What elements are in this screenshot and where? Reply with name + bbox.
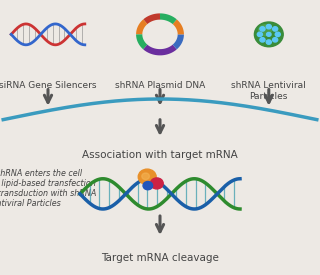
Text: Association with target mRNA: Association with target mRNA: [82, 150, 238, 160]
Circle shape: [150, 178, 163, 189]
Text: siRNA Gene Silencers: siRNA Gene Silencers: [0, 81, 97, 90]
Circle shape: [260, 38, 265, 42]
Circle shape: [266, 40, 271, 44]
Circle shape: [275, 32, 280, 37]
Circle shape: [267, 32, 271, 36]
Circle shape: [273, 27, 278, 31]
Circle shape: [142, 173, 149, 180]
Circle shape: [259, 25, 271, 36]
Circle shape: [266, 24, 271, 29]
Text: shRNA Plasmid DNA: shRNA Plasmid DNA: [115, 81, 205, 90]
Text: si/shRNA enters the cell
via lipid-based transfection
or transduction with shRNA: si/shRNA enters the cell via lipid-based…: [0, 168, 96, 208]
Circle shape: [138, 169, 156, 185]
Circle shape: [143, 182, 153, 190]
Circle shape: [260, 27, 265, 31]
Circle shape: [257, 32, 262, 37]
Circle shape: [254, 22, 283, 47]
Circle shape: [273, 38, 278, 42]
Text: Target mRNA cleavage: Target mRNA cleavage: [101, 253, 219, 263]
Text: shRNA Lentiviral
Particles: shRNA Lentiviral Particles: [231, 81, 306, 101]
